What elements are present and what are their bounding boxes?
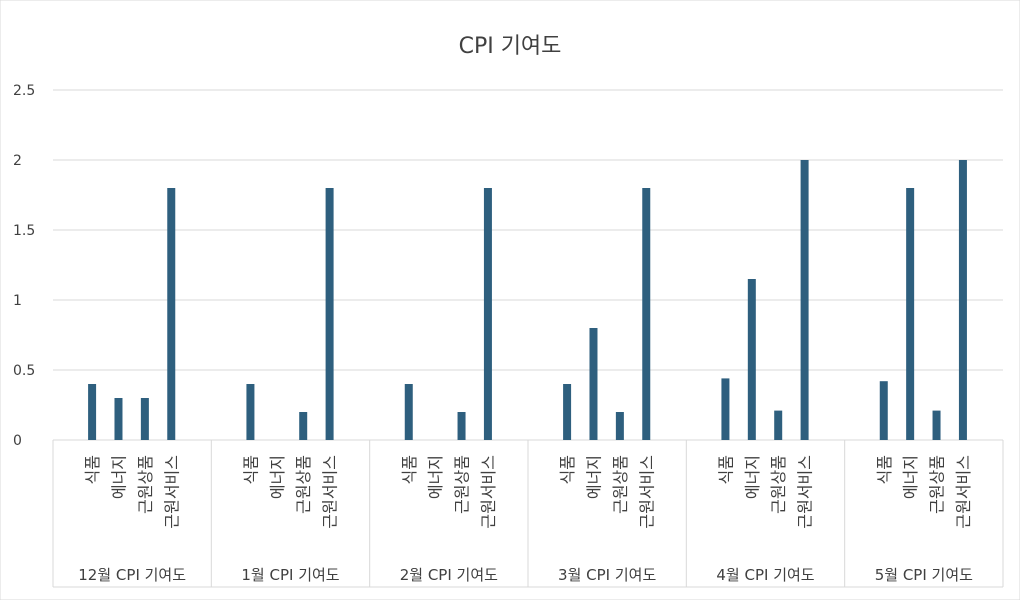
group-label: 3월 CPI 기여도 xyxy=(558,566,656,584)
y-tick-label: 1.5 xyxy=(13,223,35,239)
y-tick-label: 0 xyxy=(13,433,22,449)
category-label: 근원상품 xyxy=(769,455,788,514)
bar xyxy=(642,188,651,440)
category-label: 에너지 xyxy=(426,455,445,499)
bar xyxy=(140,398,149,440)
bar xyxy=(114,398,123,440)
bar xyxy=(167,188,176,440)
category-label: 에너지 xyxy=(743,455,762,499)
y-tick-label: 2.5 xyxy=(13,83,35,99)
bar xyxy=(325,188,334,440)
bar xyxy=(721,378,730,440)
group-label: 12월 CPI 기여도 xyxy=(78,566,186,584)
y-tick-label: 0.5 xyxy=(13,363,35,379)
group-label: 2월 CPI 기여도 xyxy=(400,566,498,584)
category-label: 근원서비스 xyxy=(162,455,181,529)
category-label: 근원서비스 xyxy=(479,455,498,529)
category-label: 식품 xyxy=(875,455,894,484)
category-label: 식품 xyxy=(558,455,577,484)
group-label: 5월 CPI 기여도 xyxy=(875,566,973,584)
bar xyxy=(589,328,598,440)
bar xyxy=(879,381,888,440)
group-label: 4월 CPI 기여도 xyxy=(716,566,814,584)
category-label: 근원상품 xyxy=(453,455,472,514)
category-label: 식품 xyxy=(716,455,735,484)
bar xyxy=(747,279,756,440)
bar xyxy=(299,412,308,440)
bar xyxy=(404,384,413,440)
bar xyxy=(932,410,941,440)
y-axis-tick-labels: 0 0.5 1 1.5 2 2.5 xyxy=(13,83,35,449)
y-tick-label: 1 xyxy=(13,293,22,309)
group-label: 1월 CPI 기여도 xyxy=(241,566,339,584)
category-label: 근원상품 xyxy=(136,455,155,514)
bar xyxy=(483,188,492,440)
y-tick-label: 2 xyxy=(13,153,22,169)
chart-title: CPI 기여도 xyxy=(459,34,562,59)
bar xyxy=(774,410,783,440)
gridlines xyxy=(52,89,1004,588)
category-label: 근원서비스 xyxy=(796,455,815,529)
bar xyxy=(563,384,572,440)
category-label: 근원상품 xyxy=(294,455,313,514)
category-label: 근원서비스 xyxy=(321,455,340,529)
category-label: 식품 xyxy=(241,455,260,484)
bar xyxy=(88,384,97,440)
category-label: 근원상품 xyxy=(928,455,947,514)
bar xyxy=(906,188,915,440)
category-label: 에너지 xyxy=(268,455,287,499)
bar xyxy=(958,160,967,440)
category-labels: 식품 에너지 근원상품 근원서비스 식품 에너지 근원상품 근원서비스 식품 에너지 근원상품 근원서… xyxy=(83,455,973,529)
bars xyxy=(88,160,967,440)
category-label: 에너지 xyxy=(584,455,603,499)
category-label: 에너지 xyxy=(901,455,920,499)
bar xyxy=(800,160,809,440)
category-label: 근원서비스 xyxy=(954,455,973,529)
group-labels: 12월 CPI 기여도 1월 CPI 기여도 2월 CPI 기여도 3월 CPI 기여… xyxy=(78,566,973,584)
category-label: 식품 xyxy=(83,455,102,484)
bar xyxy=(615,412,624,440)
category-label: 근원상품 xyxy=(611,455,630,514)
bar xyxy=(457,412,466,440)
bar xyxy=(246,384,255,440)
category-label: 식품 xyxy=(400,455,419,484)
category-label: 에너지 xyxy=(109,455,128,499)
category-label: 근원서비스 xyxy=(637,455,656,529)
